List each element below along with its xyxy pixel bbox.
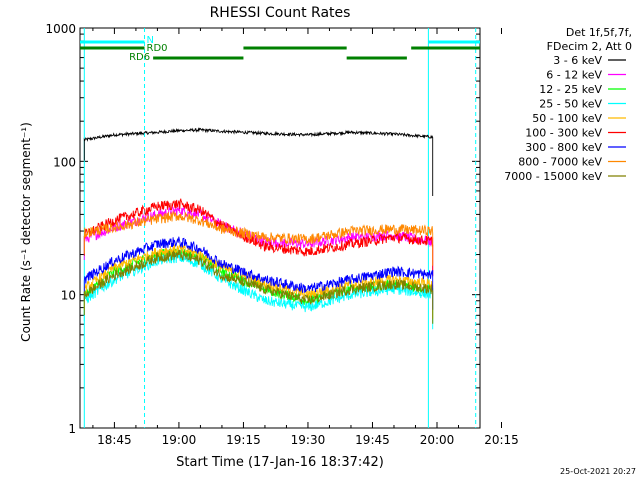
x-tick-label-4: 19:45 bbox=[355, 433, 390, 447]
y-axis-label: Count Rate (s⁻¹ detector segment⁻¹) bbox=[19, 122, 33, 342]
legend-label-1: 6 - 12 keV bbox=[546, 69, 602, 82]
legend-label-4: 50 - 100 keV bbox=[532, 112, 602, 125]
x-tick-label-2: 19:15 bbox=[226, 433, 261, 447]
x-axis-label: Start Time (17-Jan-16 18:37:42) bbox=[176, 455, 384, 470]
legend: Det 1f,5f,7f,FDecim 2, Att 03 - 6 keV 6 -… bbox=[504, 26, 632, 183]
annotation-label-RD0: RD0 bbox=[147, 43, 168, 54]
x-tick-label-5: 20:00 bbox=[420, 433, 455, 447]
plot-frame bbox=[79, 27, 481, 429]
x-tick-label-6: 20:15 bbox=[484, 433, 519, 447]
plot-area: 18:45 19:00 19:15 19:30 19:45 20:00 20:15 1 10 10… bbox=[45, 22, 518, 447]
legend-label-6: 300 - 800 keV bbox=[525, 141, 602, 154]
annotation-label-RD6: RD6 bbox=[129, 52, 150, 63]
y-tick-label-3: 1000 bbox=[45, 22, 76, 36]
legend-label-2: 12 - 25 keV bbox=[539, 83, 602, 96]
series-line-0 bbox=[83, 127, 434, 196]
series-line-8 bbox=[83, 249, 434, 324]
legend-header-0: Det 1f,5f,7f, bbox=[566, 26, 632, 39]
y-tick-label-0: 1 bbox=[68, 422, 76, 436]
legend-label-3: 25 - 50 keV bbox=[539, 98, 602, 111]
series-line-6 bbox=[83, 236, 434, 310]
x-tick-label-3: 19:30 bbox=[291, 433, 326, 447]
y-tick-label-2: 100 bbox=[53, 155, 76, 169]
legend-label-0: 3 - 6 keV bbox=[553, 54, 602, 67]
legend-header-1: FDecim 2, Att 0 bbox=[547, 40, 632, 53]
x-tick-label-1: 19:00 bbox=[162, 433, 197, 447]
annotation-label-N: N bbox=[147, 35, 154, 46]
series-line-5 bbox=[83, 198, 434, 277]
legend-label-5: 100 - 300 keV bbox=[525, 127, 602, 140]
legend-label-8: 7000 - 15000 keV bbox=[504, 170, 602, 183]
series-line-7 bbox=[83, 210, 434, 266]
x-tick-label-0: 18:45 bbox=[97, 433, 132, 447]
timestamp-label: 25-Oct-2021 20:27 bbox=[560, 467, 636, 476]
y-tick-label-1: 10 bbox=[61, 289, 76, 303]
legend-label-7: 800 - 7000 keV bbox=[518, 156, 602, 169]
chart-title: RHESSI Count Rates bbox=[210, 5, 351, 21]
